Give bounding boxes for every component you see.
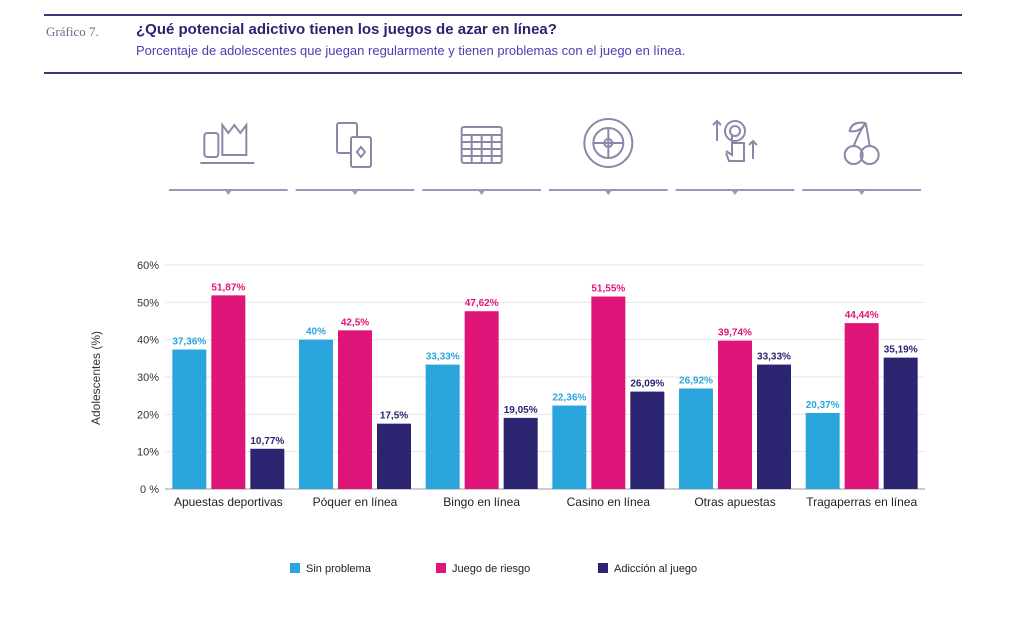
y-axis-ticks: 0 % 10% 20% 30% 40% 50% 60% xyxy=(137,260,159,496)
y-tick-label: 40% xyxy=(137,335,159,347)
bar xyxy=(844,323,879,489)
bar xyxy=(630,391,665,489)
data-label: 26,09% xyxy=(630,379,664,390)
legend-label: Adicción al juego xyxy=(614,563,697,575)
tap-betting-icon xyxy=(675,119,795,195)
data-label: 47,62% xyxy=(465,298,499,309)
data-label: 51,87% xyxy=(211,282,245,293)
bar xyxy=(757,364,791,489)
y-tick-label: 20% xyxy=(137,409,159,421)
figure-label: Gráfico 7. xyxy=(46,24,99,39)
data-label: 35,19% xyxy=(884,345,918,356)
y-tick-label: 60% xyxy=(137,260,159,272)
data-label: 22,36% xyxy=(552,393,586,404)
data-label: 33,33% xyxy=(426,352,460,363)
cherries-slot-icon xyxy=(802,121,921,195)
bar xyxy=(299,339,333,489)
category-label: Apuestas deportivas xyxy=(174,495,283,509)
bar xyxy=(883,357,918,489)
data-label: 17,5% xyxy=(380,411,408,422)
y-axis-label: Adolescentes (%) xyxy=(89,331,103,425)
y-tick-label: 0 % xyxy=(140,484,159,496)
data-label: 37,36% xyxy=(172,337,206,348)
x-axis-categories: Apuestas deportivas Póquer en línea Bingo … xyxy=(174,495,918,509)
header-bottom-rule xyxy=(44,72,962,74)
y-tick-label: 10% xyxy=(137,447,159,459)
legend-item: Adicción al juego xyxy=(598,563,697,575)
poker-cards-icon xyxy=(295,122,415,195)
bingo-card-icon xyxy=(422,126,541,195)
sports-betting-icon xyxy=(169,122,288,195)
legend-label: Sin problema xyxy=(306,563,372,575)
roulette-icon xyxy=(549,118,668,195)
legend-swatch xyxy=(598,563,608,573)
category-label: Casino en línea xyxy=(567,495,651,509)
bar xyxy=(503,417,538,489)
header-top-rule xyxy=(44,14,962,16)
bar xyxy=(425,364,460,489)
bar xyxy=(377,423,411,489)
bar xyxy=(172,349,207,489)
bar xyxy=(552,405,587,489)
gridlines xyxy=(165,264,925,490)
legend-label: Juego de riesgo xyxy=(452,563,530,575)
data-label: 39,74% xyxy=(718,328,752,339)
data-label: 40% xyxy=(306,327,326,338)
category-icons xyxy=(169,118,921,195)
y-tick-label: 50% xyxy=(137,297,159,309)
y-tick-label: 30% xyxy=(137,372,159,384)
data-label: 19,05% xyxy=(504,405,538,416)
chart-subtitle: Porcentaje de adolescentes que juegan re… xyxy=(136,43,686,58)
bar xyxy=(805,412,840,489)
data-label: 42,5% xyxy=(341,317,369,328)
legend: Sin problema Juego de riesgo Adicción al j… xyxy=(290,563,697,575)
bar xyxy=(211,295,246,489)
legend-item: Juego de riesgo xyxy=(436,563,530,575)
legend-swatch xyxy=(436,563,446,573)
data-label: 51,55% xyxy=(591,284,625,295)
bar xyxy=(591,296,626,489)
bar xyxy=(718,340,752,489)
bar xyxy=(338,330,372,489)
category-label: Póquer en línea xyxy=(313,495,398,509)
data-label: 26,92% xyxy=(679,375,713,386)
bar xyxy=(679,388,713,489)
legend-swatch xyxy=(290,563,300,573)
category-label: Bingo en línea xyxy=(443,495,520,509)
data-label: 44,44% xyxy=(845,310,879,321)
data-label: 10,77% xyxy=(250,436,284,447)
bars: 37,36% 51,87% 10,77% 40% 42,5% 17,5% 33,33% 47,… xyxy=(172,282,918,489)
legend-item: Sin problema xyxy=(290,563,372,575)
bar xyxy=(250,448,285,489)
category-label: Otras apuestas xyxy=(694,495,775,509)
data-label: 20,37% xyxy=(806,400,840,411)
bar xyxy=(464,311,499,489)
data-label: 33,33% xyxy=(757,352,791,363)
category-label: Tragaperras en línea xyxy=(806,495,917,509)
chart-title: ¿Qué potencial adictivo tienen los juego… xyxy=(136,21,557,38)
